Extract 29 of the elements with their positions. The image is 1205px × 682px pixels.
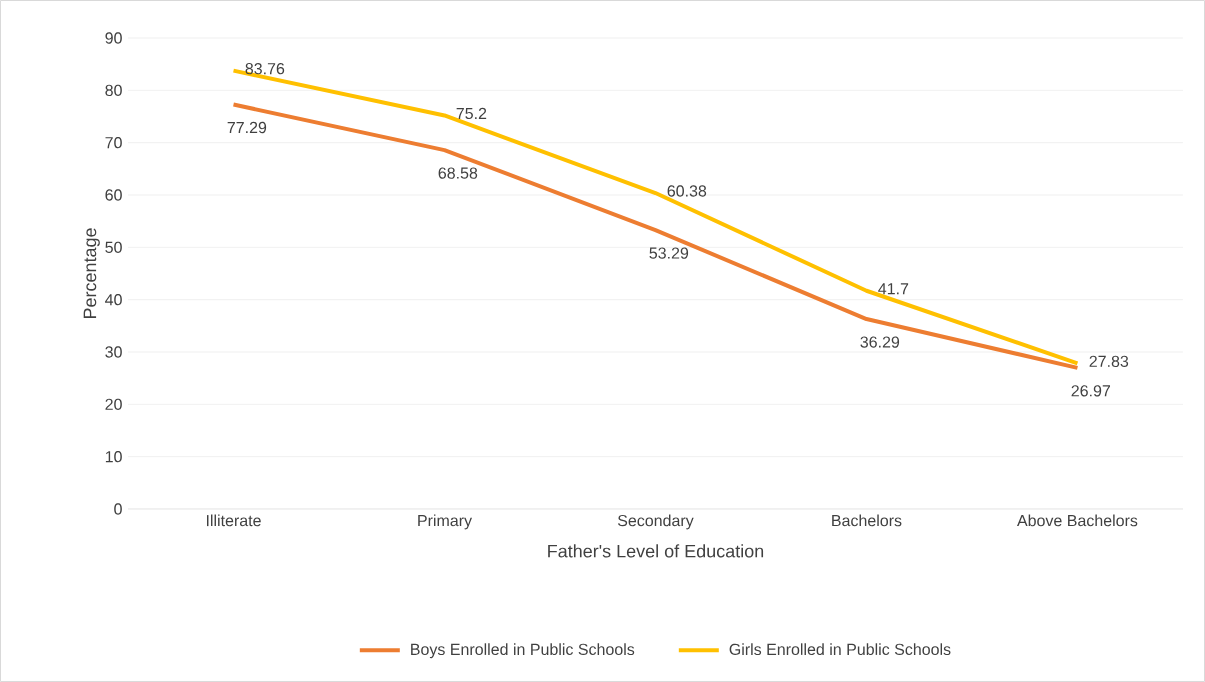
y-tick-label: 10 — [105, 450, 122, 463]
x-tick-label: Illiterate — [206, 514, 261, 527]
x-tick-label: Bachelors — [832, 514, 902, 527]
legend-label: Girls Enrolled in Public Schools — [729, 643, 951, 656]
y-tick-label: 30 — [105, 346, 122, 358]
data-label: 68.58 — [438, 167, 478, 179]
y-tick-label: 90 — [105, 32, 122, 44]
x-tick-label: Primary — [418, 514, 473, 530]
data-label: 83.76 — [245, 62, 285, 75]
data-label: 77.29 — [227, 121, 267, 134]
y-tick-label: 20 — [105, 398, 122, 410]
data-label: 26.97 — [1071, 385, 1111, 397]
y-tick-label: 70 — [105, 136, 122, 149]
x-tick-label: Above Bachelors — [1017, 514, 1138, 527]
data-label: 53.29 — [649, 247, 689, 259]
legend-label: Boys Enrolled in Public Schools — [411, 643, 635, 659]
y-tick-label: 80 — [105, 84, 122, 96]
x-tick-label: Secondary — [617, 514, 694, 530]
data-label: 27.83 — [1089, 355, 1129, 368]
data-label: 41.7 — [878, 283, 909, 295]
y-tick-label: 60 — [105, 189, 122, 201]
y-tick-label: 0 — [114, 503, 122, 515]
data-label: 60.38 — [667, 185, 707, 197]
x-axis-title: Father's Level of Education — [548, 544, 764, 558]
y-axis-title: Percentage — [83, 228, 100, 319]
y-tick-label: 40 — [105, 293, 122, 306]
data-label: 36.29 — [860, 336, 900, 348]
data-label: 75.2 — [456, 107, 487, 120]
y-tick-label: 50 — [105, 241, 122, 253]
